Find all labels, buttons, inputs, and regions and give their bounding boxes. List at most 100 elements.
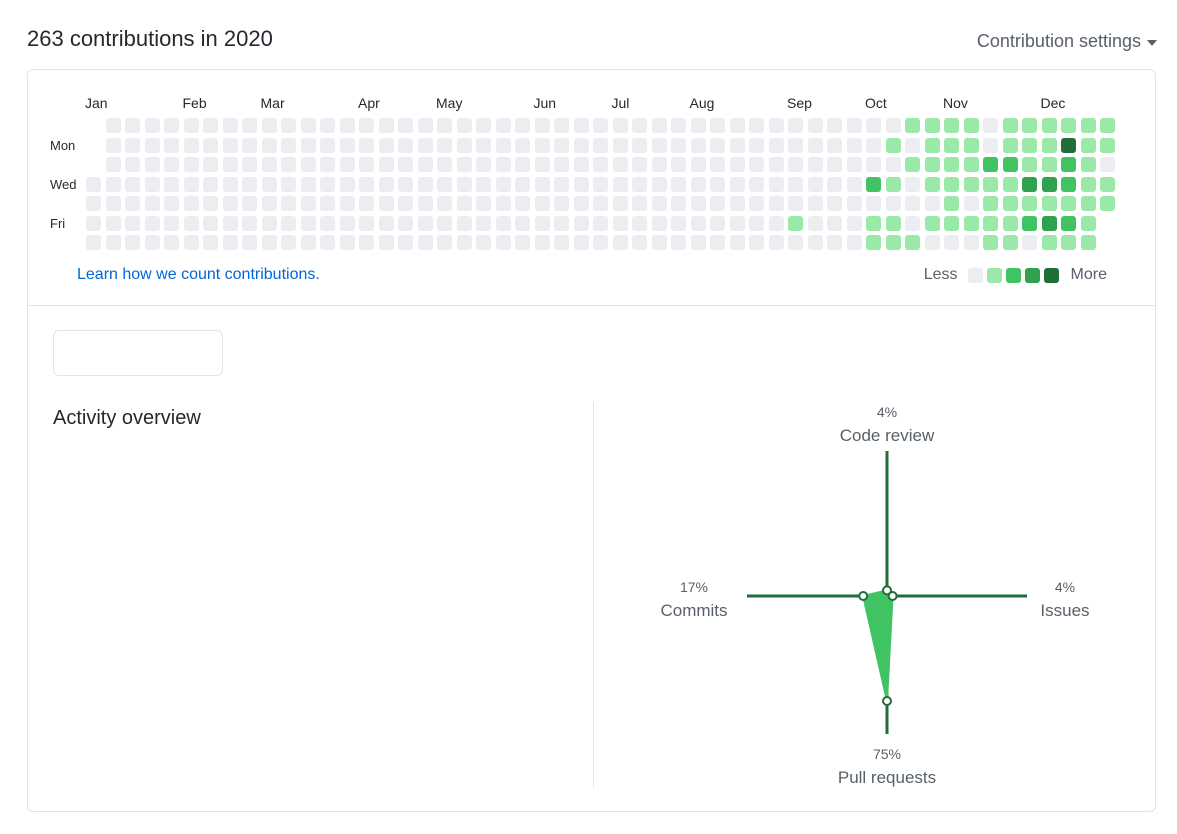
contribution-day-cell[interactable]: [300, 235, 316, 250]
contribution-day-cell[interactable]: [807, 215, 823, 231]
contribution-day-cell[interactable]: [788, 137, 803, 153]
contribution-day-cell[interactable]: [1022, 215, 1037, 231]
contribution-day-cell[interactable]: [827, 157, 842, 172]
contribution-day-cell[interactable]: [1061, 176, 1076, 192]
contribution-day-cell[interactable]: [242, 176, 257, 192]
contribution-day-cell[interactable]: [339, 215, 355, 231]
filter-box[interactable]: [53, 330, 223, 376]
contribution-day-cell[interactable]: [417, 176, 433, 192]
contribution-day-cell[interactable]: [417, 137, 433, 153]
contribution-day-cell[interactable]: [125, 118, 140, 133]
contribution-day-cell[interactable]: [729, 235, 745, 250]
contribution-day-cell[interactable]: [963, 157, 979, 172]
contribution-day-cell[interactable]: [398, 137, 413, 153]
contribution-day-cell[interactable]: [1041, 118, 1057, 133]
contribution-day-cell[interactable]: [593, 235, 608, 250]
contribution-day-cell[interactable]: [788, 235, 803, 250]
contribution-day-cell[interactable]: [983, 157, 998, 172]
contribution-day-cell[interactable]: [846, 118, 862, 133]
contribution-day-cell[interactable]: [378, 157, 394, 172]
contribution-day-cell[interactable]: [905, 196, 920, 211]
contribution-day-cell[interactable]: [320, 118, 335, 133]
contribution-day-cell[interactable]: [866, 157, 881, 172]
contribution-day-cell[interactable]: [768, 215, 784, 231]
contribution-day-cell[interactable]: [924, 176, 940, 192]
contribution-day-cell[interactable]: [885, 176, 901, 192]
contribution-day-cell[interactable]: [632, 215, 647, 231]
contribution-day-cell[interactable]: [105, 176, 121, 192]
contribution-day-cell[interactable]: [144, 157, 160, 172]
contribution-day-cell[interactable]: [281, 176, 296, 192]
contribution-day-cell[interactable]: [671, 157, 686, 172]
contribution-day-cell[interactable]: [827, 176, 842, 192]
contribution-day-cell[interactable]: [437, 137, 452, 153]
contribution-day-cell[interactable]: [359, 196, 374, 211]
contribution-day-cell[interactable]: [417, 196, 433, 211]
contribution-day-cell[interactable]: [807, 176, 823, 192]
contribution-day-cell[interactable]: [807, 137, 823, 153]
contribution-day-cell[interactable]: [339, 137, 355, 153]
contribution-day-cell[interactable]: [788, 196, 803, 211]
contribution-day-cell[interactable]: [749, 118, 764, 133]
contribution-day-cell[interactable]: [164, 137, 179, 153]
contribution-day-cell[interactable]: [164, 215, 179, 231]
contribution-day-cell[interactable]: [281, 215, 296, 231]
contribution-day-cell[interactable]: [281, 235, 296, 250]
contribution-day-cell[interactable]: [515, 176, 530, 192]
contribution-day-cell[interactable]: [866, 196, 881, 211]
contribution-day-cell[interactable]: [573, 118, 589, 133]
contribution-day-cell[interactable]: [125, 176, 140, 192]
contribution-day-cell[interactable]: [359, 137, 374, 153]
contribution-day-cell[interactable]: [1100, 157, 1115, 172]
contribution-day-cell[interactable]: [1061, 118, 1076, 133]
contribution-day-cell[interactable]: [749, 157, 764, 172]
contribution-day-cell[interactable]: [944, 176, 959, 192]
contribution-day-cell[interactable]: [1002, 176, 1018, 192]
contribution-day-cell[interactable]: [1080, 196, 1096, 211]
contribution-day-cell[interactable]: [1100, 196, 1115, 211]
contribution-day-cell[interactable]: [807, 118, 823, 133]
contribution-day-cell[interactable]: [768, 118, 784, 133]
contribution-day-cell[interactable]: [515, 137, 530, 153]
contribution-day-cell[interactable]: [242, 137, 257, 153]
contribution-day-cell[interactable]: [534, 176, 550, 192]
contribution-day-cell[interactable]: [398, 176, 413, 192]
contribution-day-cell[interactable]: [242, 235, 257, 250]
contribution-day-cell[interactable]: [710, 118, 725, 133]
contribution-day-cell[interactable]: [183, 215, 199, 231]
contribution-day-cell[interactable]: [729, 196, 745, 211]
contribution-day-cell[interactable]: [1022, 157, 1037, 172]
contribution-day-cell[interactable]: [398, 215, 413, 231]
contribution-day-cell[interactable]: [261, 157, 277, 172]
contribution-day-cell[interactable]: [924, 196, 940, 211]
contribution-day-cell[interactable]: [905, 157, 920, 172]
contribution-day-cell[interactable]: [398, 196, 413, 211]
contribution-day-cell[interactable]: [456, 176, 472, 192]
contribution-day-cell[interactable]: [476, 196, 491, 211]
contribution-day-cell[interactable]: [963, 137, 979, 153]
contribution-day-cell[interactable]: [612, 196, 628, 211]
contribution-day-cell[interactable]: [983, 235, 998, 250]
contribution-day-cell[interactable]: [495, 137, 511, 153]
contribution-day-cell[interactable]: [612, 118, 628, 133]
contribution-day-cell[interactable]: [1080, 118, 1096, 133]
contribution-day-cell[interactable]: [534, 196, 550, 211]
contribution-day-cell[interactable]: [378, 118, 394, 133]
contribution-day-cell[interactable]: [144, 196, 160, 211]
contribution-day-cell[interactable]: [437, 215, 452, 231]
contribution-day-cell[interactable]: [222, 215, 238, 231]
contribution-day-cell[interactable]: [632, 137, 647, 153]
contribution-day-cell[interactable]: [300, 137, 316, 153]
contribution-day-cell[interactable]: [807, 157, 823, 172]
contribution-day-cell[interactable]: [788, 118, 803, 133]
contribution-day-cell[interactable]: [573, 215, 589, 231]
contribution-day-cell[interactable]: [768, 196, 784, 211]
contribution-day-cell[interactable]: [456, 118, 472, 133]
contribution-day-cell[interactable]: [924, 118, 940, 133]
contribution-day-cell[interactable]: [983, 215, 998, 231]
contribution-day-cell[interactable]: [905, 137, 920, 153]
contribution-day-cell[interactable]: [242, 196, 257, 211]
contribution-day-cell[interactable]: [515, 235, 530, 250]
contribution-day-cell[interactable]: [125, 137, 140, 153]
contribution-day-cell[interactable]: [320, 235, 335, 250]
